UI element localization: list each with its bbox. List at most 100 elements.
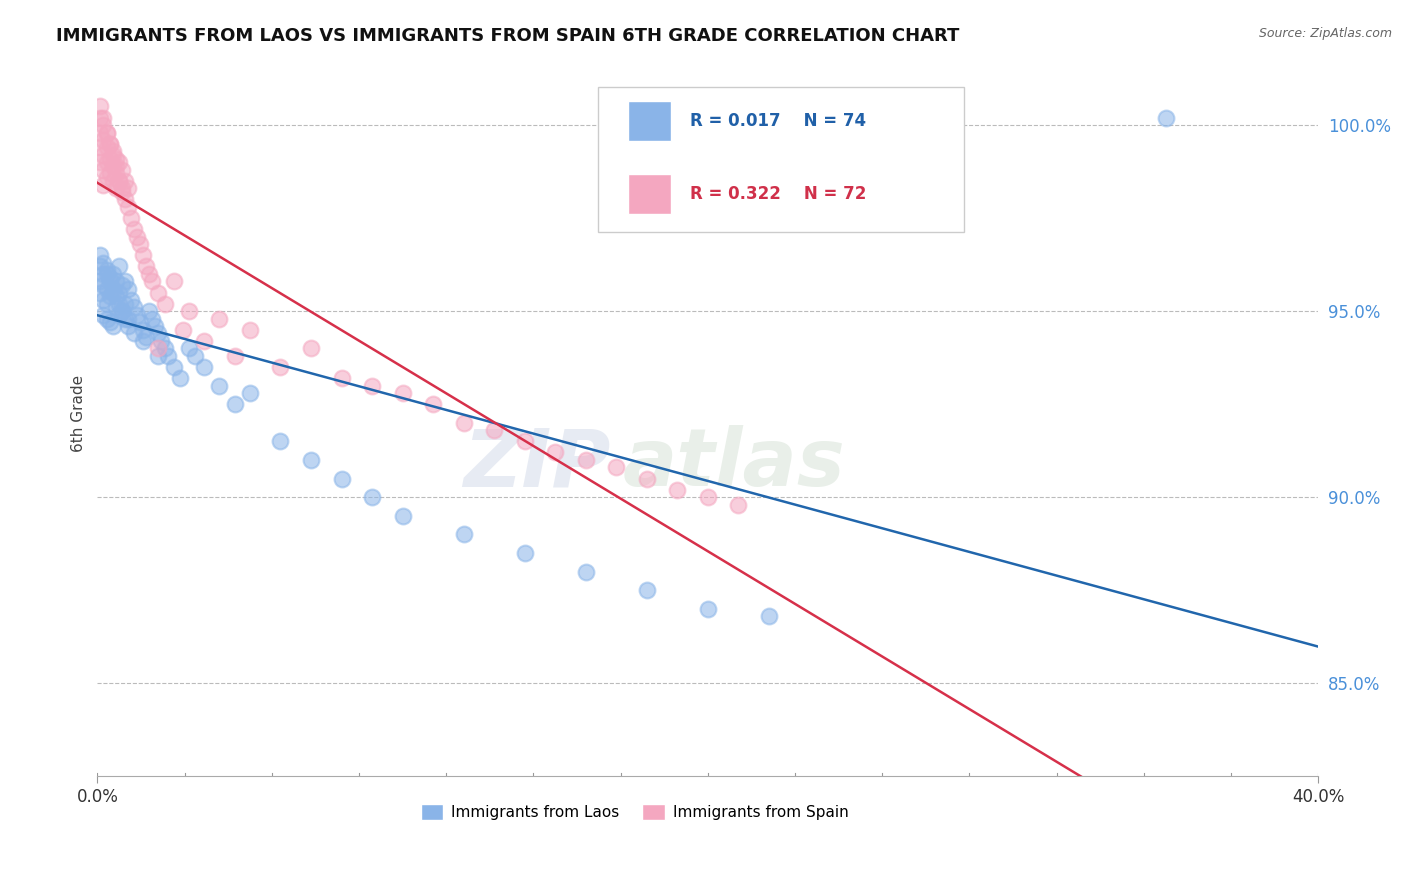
- Point: [107, 260, 129, 274]
- Point: [575, 453, 598, 467]
- Point: [148, 326, 170, 341]
- Point: [153, 296, 176, 310]
- Point: [269, 359, 291, 374]
- Point: [482, 423, 505, 437]
- Point: [93, 267, 115, 281]
- Point: [361, 378, 384, 392]
- Point: [330, 371, 353, 385]
- Point: [111, 304, 134, 318]
- Point: [696, 490, 718, 504]
- Point: [96, 311, 118, 326]
- Point: [89, 274, 111, 288]
- Point: [98, 289, 121, 303]
- Point: [138, 267, 160, 281]
- Point: [107, 296, 129, 310]
- Point: [111, 162, 134, 177]
- Point: [135, 260, 157, 274]
- Point: [96, 126, 118, 140]
- Point: [163, 359, 186, 374]
- Point: [96, 282, 118, 296]
- Point: [96, 155, 118, 169]
- Point: [93, 308, 115, 322]
- Point: [224, 397, 246, 411]
- Point: [101, 285, 124, 300]
- Point: [104, 274, 127, 288]
- Point: [239, 323, 262, 337]
- Point: [132, 334, 155, 348]
- Point: [544, 445, 567, 459]
- Point: [141, 311, 163, 326]
- Point: [184, 349, 207, 363]
- Point: [101, 267, 124, 281]
- Point: [96, 170, 118, 185]
- Point: [93, 278, 115, 293]
- Point: [193, 334, 215, 348]
- Point: [117, 181, 139, 195]
- Point: [513, 434, 536, 449]
- Point: [89, 285, 111, 300]
- Point: [299, 453, 322, 467]
- Bar: [628, 174, 671, 214]
- Text: atlas: atlas: [623, 425, 845, 503]
- Point: [120, 211, 142, 226]
- Text: ZIP: ZIP: [463, 425, 610, 503]
- Text: IMMIGRANTS FROM LAOS VS IMMIGRANTS FROM SPAIN 6TH GRADE CORRELATION CHART: IMMIGRANTS FROM LAOS VS IMMIGRANTS FROM …: [56, 27, 960, 45]
- Point: [114, 193, 136, 207]
- Point: [101, 159, 124, 173]
- Point: [117, 200, 139, 214]
- Point: [453, 527, 475, 541]
- Point: [98, 274, 121, 288]
- Point: [96, 267, 118, 281]
- Point: [1154, 111, 1177, 125]
- Bar: [628, 102, 671, 141]
- Point: [117, 282, 139, 296]
- Point: [148, 341, 170, 355]
- Point: [193, 359, 215, 374]
- Point: [107, 174, 129, 188]
- Point: [93, 293, 115, 307]
- Point: [636, 583, 658, 598]
- Point: [156, 349, 179, 363]
- Point: [98, 270, 121, 285]
- Point: [101, 144, 124, 158]
- Point: [138, 304, 160, 318]
- Point: [114, 274, 136, 288]
- Point: [96, 263, 118, 277]
- Point: [104, 289, 127, 303]
- Point: [89, 140, 111, 154]
- Point: [208, 311, 231, 326]
- Point: [122, 222, 145, 236]
- Point: [125, 308, 148, 322]
- Point: [101, 148, 124, 162]
- Point: [208, 378, 231, 392]
- Point: [89, 99, 111, 113]
- Point: [513, 546, 536, 560]
- Point: [605, 460, 627, 475]
- Point: [125, 229, 148, 244]
- Text: R = 0.017    N = 74: R = 0.017 N = 74: [689, 112, 866, 130]
- Point: [453, 416, 475, 430]
- Point: [98, 136, 121, 151]
- Point: [111, 181, 134, 195]
- Point: [132, 248, 155, 262]
- Point: [117, 318, 139, 333]
- Point: [93, 162, 115, 177]
- Point: [117, 311, 139, 326]
- Point: [150, 334, 173, 348]
- Point: [111, 185, 134, 199]
- Point: [89, 260, 111, 274]
- Point: [391, 508, 413, 523]
- Point: [177, 341, 200, 355]
- Point: [101, 318, 124, 333]
- Point: [93, 133, 115, 147]
- Point: [101, 174, 124, 188]
- Point: [172, 323, 194, 337]
- Point: [727, 498, 749, 512]
- Text: R = 0.322    N = 72: R = 0.322 N = 72: [689, 185, 866, 203]
- Point: [239, 386, 262, 401]
- Point: [107, 155, 129, 169]
- Point: [153, 341, 176, 355]
- Point: [666, 483, 689, 497]
- Point: [93, 118, 115, 132]
- Point: [163, 274, 186, 288]
